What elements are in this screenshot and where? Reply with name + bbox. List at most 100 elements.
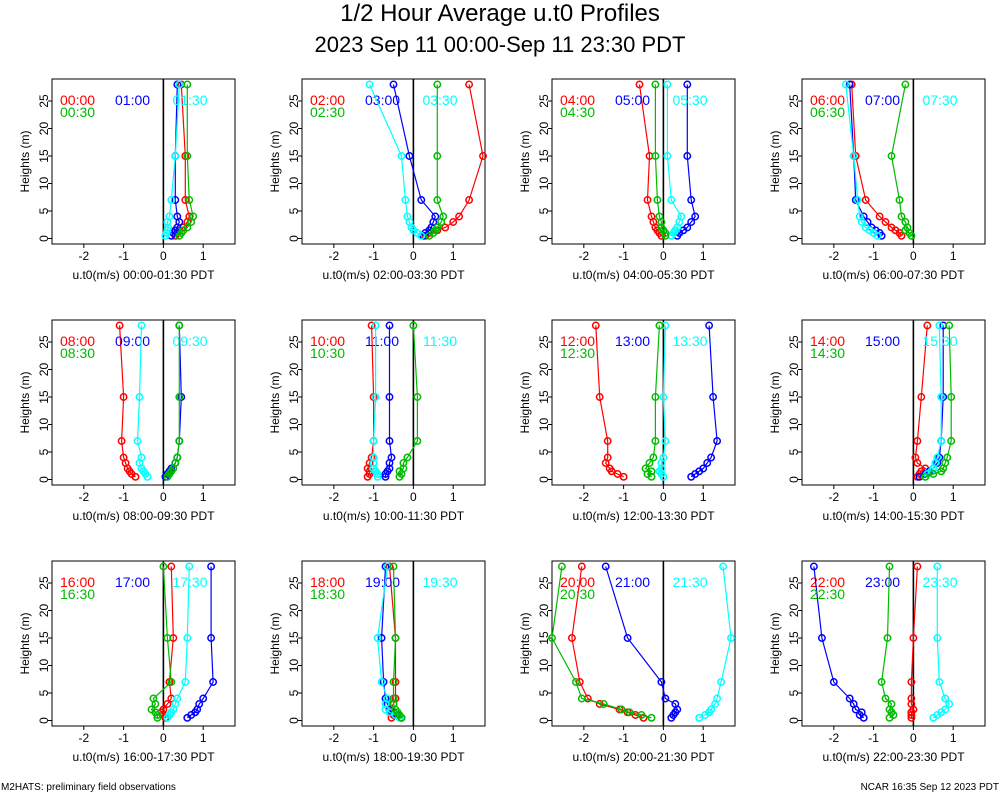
x-tick-label: 0 [910,490,917,504]
x-axis-label: u.t0(m/s) 06:00-07:30 PDT [822,268,965,282]
data-point [657,464,666,473]
data-point [717,678,726,686]
y-tick-label: 20 [37,363,51,377]
data-point [183,152,192,160]
x-tick-label: -2 [328,731,339,745]
y-axis-label: Heights (m) [518,612,532,674]
legend-label: 08:30 [60,345,95,361]
y-tick-label: 10 [287,418,301,432]
data-point [667,196,676,204]
x-tick-label: 0 [660,249,667,263]
data-point [389,694,398,703]
data-point [389,678,398,686]
y-axis-label: Heights (m) [18,130,32,192]
data-point [687,196,696,204]
data-point [881,694,890,703]
legend-label: 12:00 [560,333,595,349]
data-point [195,700,204,708]
data-point [171,196,180,204]
x-tick-label: 1 [200,731,207,745]
data-point [647,713,656,722]
data-point [413,437,422,445]
legend-label: 13:30 [672,333,707,349]
data-point [577,694,586,703]
y-tick-label: 25 [537,335,551,349]
plot-frame [551,78,736,245]
data-point [875,212,884,221]
data-point [901,80,910,89]
data-point [933,562,942,571]
y-tick-label: 5 [787,448,801,455]
series-line [164,84,180,237]
data-point [185,196,194,204]
x-tick-label: 0 [410,249,417,263]
data-point [857,708,866,717]
legend-label: 01:00 [115,92,150,108]
data-point [727,634,735,642]
legend-label: 00:00 [60,92,95,108]
data-point [399,459,408,467]
x-tick-label: -2 [78,731,89,745]
data-point [829,678,838,686]
data-point [135,393,144,401]
plot-frame [51,560,236,727]
data-point [199,694,208,703]
data-point [707,705,716,714]
data-point [403,453,412,462]
x-tick-label: -1 [868,490,879,504]
plot-frame [551,560,736,727]
x-axis-label: u.t0(m/s) 12:00-13:30 PDT [572,509,715,523]
y-tick-label: 15 [37,149,51,163]
y-tick-label: 5 [287,448,301,455]
data-point [887,700,896,708]
y-tick-label: 20 [37,604,51,618]
plot-frame [51,319,236,486]
legend-label: 17:00 [115,574,150,590]
data-point [389,562,398,571]
data-point [479,152,487,160]
data-point [651,437,660,445]
data-point [209,678,218,686]
data-point [921,472,930,481]
y-tick-label: 0 [37,717,51,724]
legend-label: 05:30 [672,92,707,108]
x-tick-label: -2 [828,731,839,745]
legend-label: 22:00 [810,574,845,590]
y-tick-label: 20 [287,363,301,377]
data-point [175,80,184,89]
y-tick-label: 20 [537,363,551,377]
x-axis-label: u.t0(m/s) 22:00-23:30 PDT [822,750,965,764]
data-point [439,212,448,221]
data-point [887,152,896,160]
y-tick-label: 5 [787,207,801,214]
data-point [703,459,712,467]
data-point [171,152,180,160]
data-point [947,393,956,401]
data-point [175,437,184,445]
plot-frame [551,319,736,486]
y-tick-label: 15 [37,390,51,404]
plot-frame [301,78,486,245]
data-point [591,321,600,330]
x-tick-label: 0 [410,490,417,504]
data-point [841,80,850,89]
plot-frame [801,78,986,245]
x-axis-label: u.t0(m/s) 16:00-17:30 PDT [72,750,215,764]
y-tick-label: 0 [787,476,801,483]
data-point [707,453,716,462]
y-tick-label: 5 [287,689,301,696]
legend-label: 06:30 [810,104,845,120]
data-point [913,562,922,571]
data-point [595,393,604,401]
data-point [617,705,626,714]
data-point [845,80,854,89]
x-tick-label: -2 [828,490,839,504]
legend-label: 12:30 [560,345,595,361]
data-point [887,223,896,232]
legend-label: 00:30 [60,104,95,120]
data-point [907,678,916,686]
data-point [653,196,662,204]
y-tick-label: 10 [537,659,551,673]
data-point [557,562,566,571]
